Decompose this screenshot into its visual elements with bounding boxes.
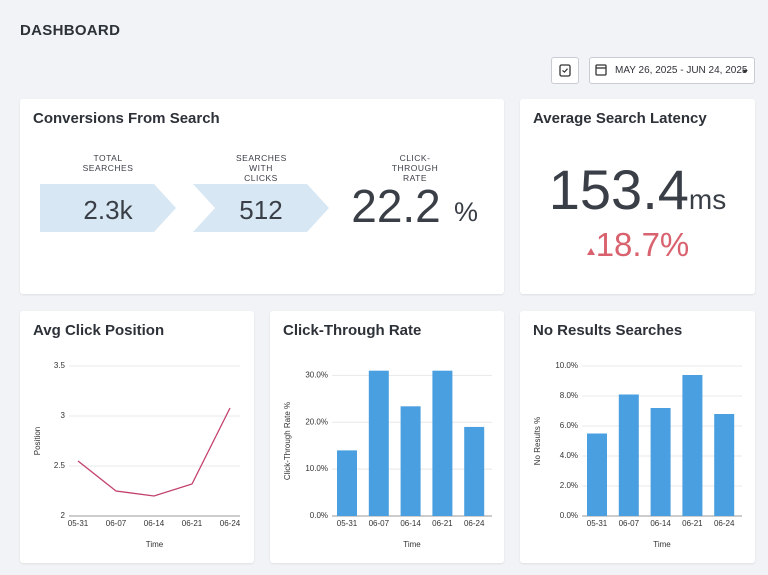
y-tick-label: 4.0% — [560, 451, 578, 460]
x-tick-label: 06-07 — [619, 519, 640, 528]
y-tick-label: 10.0% — [305, 464, 328, 473]
x-tick-label: 06-24 — [714, 519, 735, 528]
x-tick-label: 06-21 — [182, 519, 203, 528]
report-button[interactable] — [551, 57, 579, 84]
x-tick-label: 06-21 — [432, 519, 453, 528]
chart: 0.0% 2.0% 4.0% 6.0% 8.0% 10.0% No Results % Tim… — [533, 361, 742, 549]
latency-card: Average Search Latency 153.4ms 18.7% — [520, 99, 755, 294]
y-tick-label: 10.0% — [555, 361, 578, 370]
kpi-value: 2.3k — [83, 195, 133, 225]
page-title: DASHBOARD — [20, 22, 121, 39]
y-axis-label: Click-Through Rate % — [283, 402, 292, 480]
y-tick-label: 2.5 — [54, 461, 66, 470]
up-triangle — [586, 248, 595, 255]
chart-title: Avg Click Position — [33, 322, 165, 339]
bar — [400, 406, 421, 516]
chart-title: Click-Through Rate — [283, 322, 422, 339]
x-axis-label: Time — [146, 540, 164, 549]
bar — [587, 433, 607, 516]
x-tick-label: 05-31 — [337, 519, 358, 528]
report-icon — [559, 64, 571, 77]
y-tick-label: 20.0% — [305, 417, 328, 426]
chart-card: 2 2.5 3 3.5 Position Time 05-31 06-07 06-14 06-21… — [20, 311, 254, 563]
x-axis-label: Time — [653, 540, 671, 549]
bar — [682, 375, 703, 516]
line-series — [77, 407, 231, 497]
kpi-value: 512 — [239, 195, 283, 225]
x-tick-label: 06-14 — [650, 519, 671, 528]
y-tick-label: 3 — [61, 411, 66, 420]
y-tick-label: 3.5 — [54, 361, 66, 370]
latency-unit: ms — [688, 184, 727, 215]
x-tick-label: 06-07 — [369, 519, 390, 528]
chart-card: 0.0% 2.0% 4.0% 6.0% 8.0% 10.0% No Results % Tim… — [520, 311, 755, 563]
kpi-label: CLICK-THROUGH RATE — [391, 153, 439, 183]
funnel-shapes — [40, 184, 329, 232]
y-tick-label: 0.0% — [560, 511, 578, 520]
chart: 0.0% 10.0% 20.0% 30.0% Click-Through Rate % T… — [283, 370, 492, 549]
y-tick-label: 0.0% — [310, 511, 328, 520]
x-tick-label: 05-31 — [68, 519, 89, 528]
x-tick-label: 06-14 — [144, 519, 165, 528]
bar — [432, 370, 453, 516]
y-axis-label: Position — [33, 427, 42, 455]
x-tick-label: 06-21 — [682, 519, 703, 528]
x-tick-label: 06-24 — [220, 519, 241, 528]
bar — [650, 408, 671, 516]
chart-title: No Results Searches — [533, 322, 683, 339]
x-tick-label: 06-24 — [464, 519, 485, 528]
latency-change-row: 18.7% — [520, 226, 755, 264]
latency-value: 153.4 — [548, 158, 689, 221]
kpi-label: SEARCHES WITH CLICKS — [236, 153, 287, 183]
caret — [742, 70, 748, 73]
y-tick-label: 6.0% — [560, 421, 578, 430]
conversions-card: Conversions From Search TOTAL SEARCHES 2… — [20, 99, 504, 294]
kpi-label: TOTAL SEARCHES — [82, 153, 134, 173]
latency-metric: 153.4ms — [520, 157, 755, 222]
y-tick-label: 2.0% — [560, 481, 578, 490]
bar — [464, 426, 485, 516]
kpi-unit: % — [454, 197, 479, 227]
chart: 2 2.5 3 3.5 Position Time 05-31 06-07 06-14 06-21… — [33, 361, 241, 549]
x-tick-label: 05-31 — [587, 519, 608, 528]
chart-card: 0.0% 10.0% 20.0% 30.0% Click-Through Rate % T… — [270, 311, 504, 563]
bar — [714, 414, 735, 516]
latency-change: 18.7% — [595, 226, 690, 263]
calendar-icon — [595, 64, 607, 76]
card-title: Conversions From Search — [33, 110, 220, 127]
kpi-value: 22.2 — [351, 180, 441, 232]
date-range: MAY 26, 2025 - JUN 24, 2025 — [615, 65, 748, 76]
bar — [368, 370, 389, 516]
bar — [337, 450, 357, 516]
bar — [618, 394, 639, 516]
date-range-button[interactable]: MAY 26, 2025 - JUN 24, 2025 — [589, 57, 755, 84]
x-axis-label: Time — [403, 540, 421, 549]
y-tick-label: 8.0% — [560, 391, 578, 400]
x-tick-label: 06-14 — [400, 519, 421, 528]
card-title: Average Search Latency — [533, 110, 707, 127]
y-axis-label: No Results % — [533, 417, 542, 465]
y-tick-label: 30.0% — [305, 370, 328, 379]
x-tick-label: 06-07 — [106, 519, 127, 528]
y-tick-label: 2 — [61, 511, 66, 520]
